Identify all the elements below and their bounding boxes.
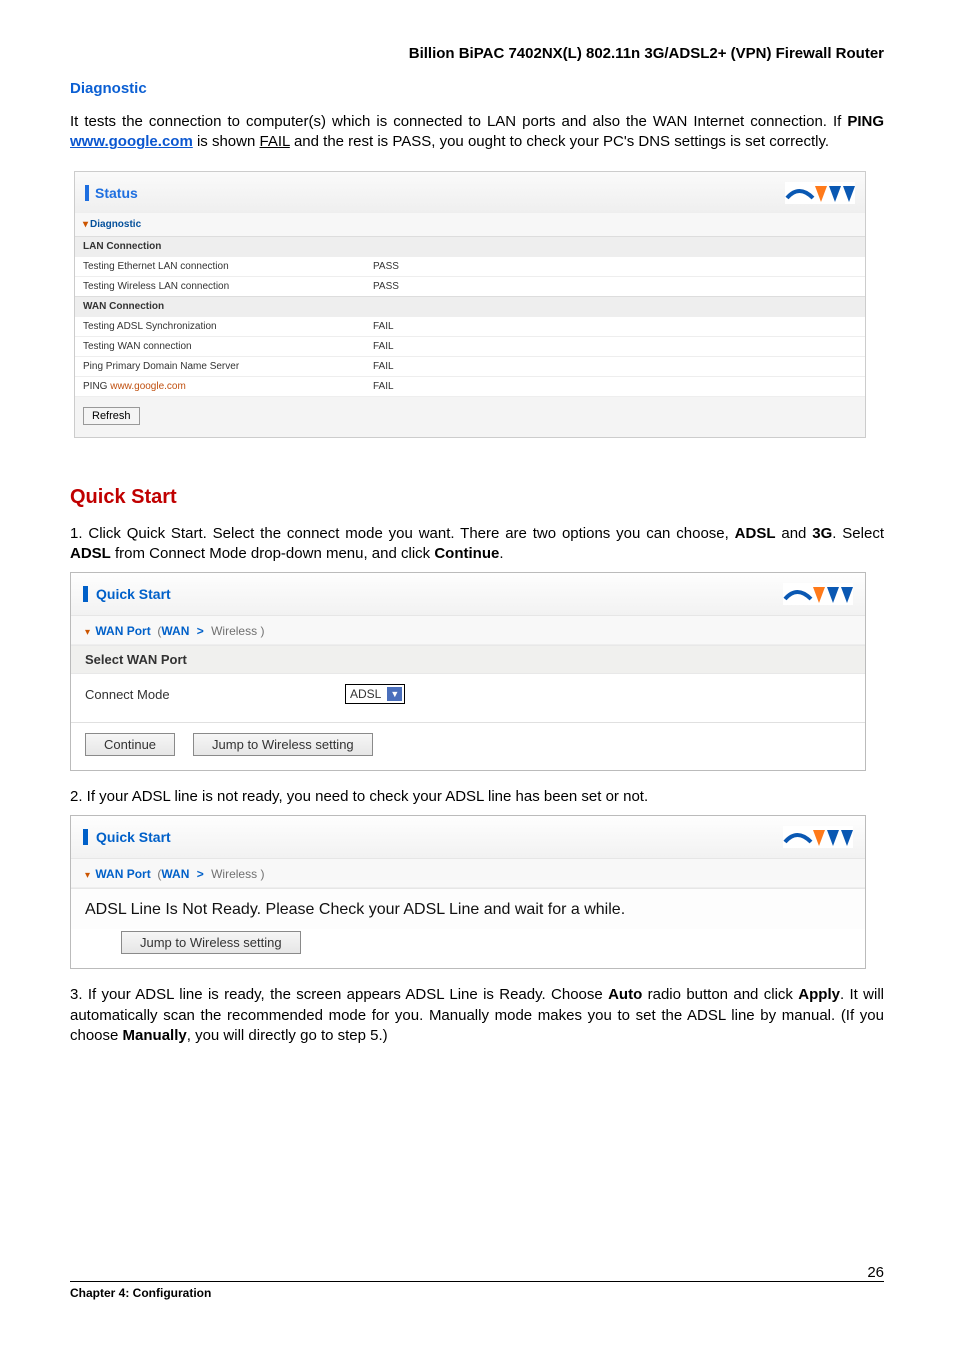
crumb-paren-close: ) <box>257 867 264 881</box>
quick-start-para2: 2. If your ADSL line is not ready, you n… <box>70 787 884 807</box>
test-name: Testing Wireless LAN connection <box>83 281 373 292</box>
dropdown-icon: ▼ <box>387 687 402 701</box>
qs1-subhead: Select WAN Port <box>71 645 865 674</box>
crumb-wanport: WAN Port <box>95 867 150 881</box>
connect-mode-label: Connect Mode <box>85 687 345 702</box>
qs2-breadcrumb: ▾ WAN Port (WAN > Wireless ) <box>71 859 865 888</box>
test-name: Ping Primary Domain Name Server <box>83 361 373 372</box>
diag-ping-word: PING <box>847 113 884 130</box>
quick-start-panel-2: Quick Start ▾ WAN Port (WAN > Wireless )… <box>70 815 866 969</box>
qs-adsl: ADSL <box>735 525 776 542</box>
qs-mid: . Select <box>832 525 884 542</box>
ping-label: PING <box>83 381 110 392</box>
qs-p1-pre: 1. Click Quick Start. Select the connect… <box>70 525 735 542</box>
status-title-bar: Status <box>75 172 865 212</box>
status-panel: Status ▾Diagnostic LAN Connection Testin… <box>74 171 866 438</box>
adsl-not-ready-banner: ADSL Line Is Not Ready. Please Check you… <box>71 888 865 929</box>
router-logo-icon <box>785 182 855 204</box>
qs1-title-bar: Quick Start <box>71 573 865 616</box>
qs-mid2: from Connect Mode drop-down menu, and cl… <box>111 545 435 562</box>
test-val: FAIL <box>373 361 394 372</box>
p3-auto: Auto <box>608 986 642 1003</box>
router-logo-icon <box>783 583 853 605</box>
crumb-wan[interactable]: WAN <box>161 867 189 881</box>
crumb-arrow: > <box>197 624 204 638</box>
page-footer: Chapter 4: Configuration 26 <box>70 1281 884 1303</box>
qs-end: . <box>499 545 503 562</box>
wan-section-head: WAN Connection <box>75 296 865 316</box>
test-name: Testing WAN connection <box>83 341 373 352</box>
test-row-wan: Testing WAN connection FAIL <box>75 336 865 356</box>
test-row-adsl: Testing ADSL Synchronization FAIL <box>75 316 865 336</box>
test-name: Testing ADSL Synchronization <box>83 321 373 332</box>
p3-pre: 3. If your ADSL line is ready, the scree… <box>70 986 608 1003</box>
chevron-down-icon: ▾ <box>85 627 90 638</box>
diag-url-link[interactable]: www.google.com <box>70 133 193 150</box>
qs2-title: Quick Start <box>83 829 171 845</box>
qs1-breadcrumb: ▾ WAN Port (WAN > Wireless ) <box>71 616 865 645</box>
test-row-dns: Ping Primary Domain Name Server FAIL <box>75 356 865 376</box>
ping-url[interactable]: www.google.com <box>110 381 186 392</box>
qs-and: and <box>776 525 813 542</box>
diagnostic-subtitle: ▾Diagnostic <box>75 212 865 236</box>
crumb-paren-close: ) <box>257 624 264 638</box>
test-row-ping: PING www.google.com FAIL <box>75 376 865 396</box>
footer-page-number: 26 <box>867 1264 884 1281</box>
test-val: FAIL <box>373 341 394 352</box>
test-row-wlan: Testing Wireless LAN connection PASS <box>75 276 865 296</box>
router-logo-icon <box>783 826 853 848</box>
jump-wireless-button[interactable]: Jump to Wireless setting <box>121 931 301 954</box>
p3-manual: Manually <box>123 1027 187 1044</box>
crumb-wan[interactable]: WAN <box>161 624 189 638</box>
connect-mode-select[interactable]: ADSL ▼ <box>345 684 405 704</box>
qs1-button-bar: Continue Jump to Wireless setting <box>71 722 865 770</box>
p3-apply: Apply <box>798 986 840 1003</box>
test-val: FAIL <box>373 321 394 332</box>
diag-p-post: and the rest is PASS, you ought to check… <box>290 133 829 150</box>
chevron-down-icon: ▾ <box>85 870 90 881</box>
qs-adsl2: ADSL <box>70 545 111 562</box>
crumb-wireless[interactable]: Wireless <box>211 867 257 881</box>
test-name: PING www.google.com <box>83 381 373 392</box>
test-val: FAIL <box>373 381 394 392</box>
test-val: PASS <box>373 281 399 292</box>
test-row-eth-lan: Testing Ethernet LAN connection PASS <box>75 256 865 276</box>
document-title: Billion BiPAC 7402NX(L) 802.11n 3G/ADSL2… <box>70 45 884 62</box>
crumb-arrow: > <box>197 867 204 881</box>
qs1-title: Quick Start <box>83 586 171 602</box>
continue-button[interactable]: Continue <box>85 733 175 756</box>
qs2-title-bar: Quick Start <box>71 816 865 859</box>
select-value: ADSL <box>350 687 387 701</box>
jump-wireless-button[interactable]: Jump to Wireless setting <box>193 733 373 756</box>
diag-p-mid: is shown <box>193 133 260 150</box>
p3-mid1: radio button and click <box>642 986 798 1003</box>
qs-cont: Continue <box>434 545 499 562</box>
p3-end: , you will directly go to step 5.) <box>187 1027 388 1044</box>
diag-subtitle-text: Diagnostic <box>90 219 141 230</box>
test-val: PASS <box>373 261 399 272</box>
refresh-button[interactable]: Refresh <box>83 407 140 425</box>
footer-chapter: Chapter 4: Configuration <box>70 1286 211 1303</box>
qs2-button-bar: Jump to Wireless setting <box>71 929 865 968</box>
crumb-wireless[interactable]: Wireless <box>211 624 257 638</box>
diagnostic-heading: Diagnostic <box>70 80 884 97</box>
lan-section-head: LAN Connection <box>75 236 865 256</box>
diag-p-pre: It tests the connection to computer(s) w… <box>70 113 847 130</box>
qs1-connect-mode-row: Connect Mode ADSL ▼ <box>71 674 865 722</box>
test-name: Testing Ethernet LAN connection <box>83 261 373 272</box>
qs-3g: 3G <box>812 525 832 542</box>
quick-start-heading: Quick Start <box>70 486 884 509</box>
diag-fail-word: FAIL <box>260 133 290 150</box>
chevron-down-icon: ▾ <box>83 219 88 230</box>
quick-start-para3: 3. If your ADSL line is ready, the scree… <box>70 985 884 1046</box>
crumb-wanport: WAN Port <box>95 624 150 638</box>
quick-start-panel-1: Quick Start ▾ WAN Port (WAN > Wireless )… <box>70 572 866 771</box>
status-title: Status <box>85 185 138 201</box>
diagnostic-paragraph: It tests the connection to computer(s) w… <box>70 112 884 153</box>
quick-start-para1: 1. Click Quick Start. Select the connect… <box>70 524 884 565</box>
